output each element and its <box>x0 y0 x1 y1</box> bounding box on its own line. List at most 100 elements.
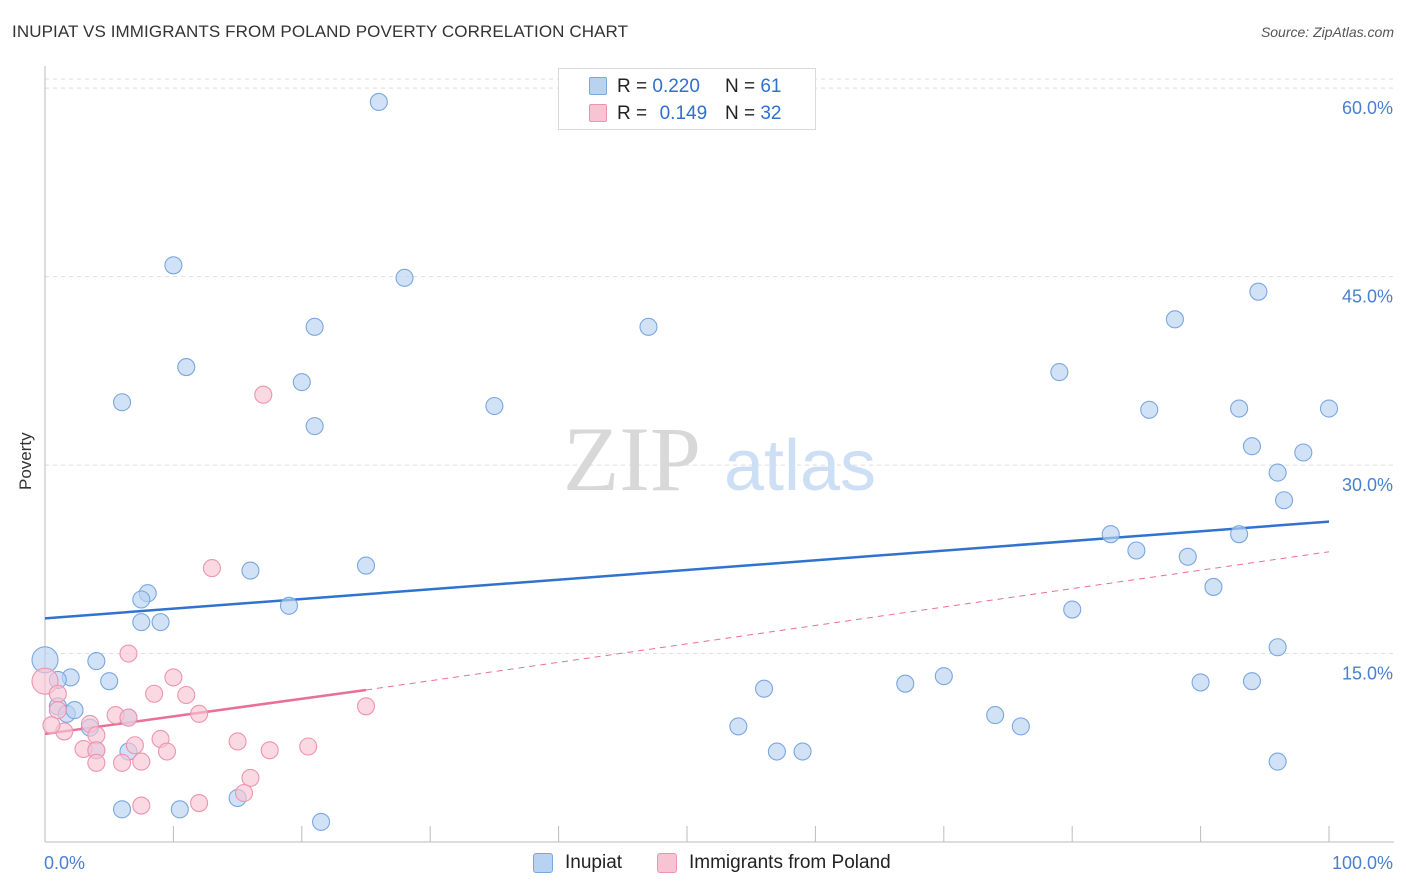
y-tick-label: 45.0% <box>1342 287 1393 307</box>
inupiat-point <box>305 317 324 336</box>
source-label: Source: ZipAtlas.com <box>1260 24 1394 40</box>
bottom-legend-label-inupiat: Inupiat <box>565 852 623 873</box>
inupiat-point <box>729 717 748 736</box>
inupiat-point <box>1242 672 1262 691</box>
inupiat-point <box>1294 443 1313 462</box>
inupiat-point <box>1230 525 1249 544</box>
y-tick-label: 15.0% <box>1342 664 1393 684</box>
inupiat-point <box>1268 463 1287 482</box>
poland-point <box>177 685 196 705</box>
bottom-legend-poland[interactable]: Immigrants from Poland <box>657 852 891 874</box>
legend-r-value: 0.220 <box>652 76 700 97</box>
poland-point <box>132 796 151 815</box>
data-points <box>31 92 1339 831</box>
inupiat-point <box>395 268 414 287</box>
inupiat-point <box>112 393 132 412</box>
inupiat-point <box>896 674 915 693</box>
x-tick-label: 100.0% <box>1332 853 1393 873</box>
y-axis-label: Poverty <box>16 432 35 490</box>
watermark-zip: ZIP <box>563 408 701 510</box>
poland-point <box>112 753 132 772</box>
poland-point <box>87 726 106 745</box>
inupiat-point <box>312 812 331 831</box>
poland-point <box>356 697 376 716</box>
legend-n-value: 61 <box>760 76 782 97</box>
legend-n-value: 32 <box>760 103 782 124</box>
inupiat-point <box>279 596 299 615</box>
bottom-legend-swatch-inupiat <box>533 853 553 873</box>
poland-point <box>190 793 209 813</box>
inupiat-trendline <box>44 520 1330 620</box>
poland-point <box>42 716 61 735</box>
inupiat-point <box>934 667 953 686</box>
legend-n-label: N = <box>724 103 756 124</box>
poland-point <box>260 741 279 760</box>
inupiat-point <box>1268 752 1287 771</box>
inupiat-point <box>164 256 183 275</box>
poland-trendline-extrapolated <box>365 551 1330 691</box>
inupiat-point <box>1191 673 1210 692</box>
poland-point <box>119 708 138 727</box>
inupiat-point <box>1319 399 1339 418</box>
inupiat-point <box>1101 525 1120 544</box>
inupiat-point <box>639 317 658 336</box>
chart-title: INUPIAT VS IMMIGRANTS FROM POLAND POVERT… <box>12 22 629 41</box>
x-tick-label: 0.0% <box>44 853 85 873</box>
y-tick-labels: 15.0% 30.0% 45.0% 60.0% <box>1342 98 1393 683</box>
poland-point <box>87 753 106 772</box>
bottom-legend: Inupiat Immigrants from Poland <box>0 852 1406 878</box>
legend-r-value: 0.149 <box>659 103 708 124</box>
y-tick-label: 30.0% <box>1342 475 1393 495</box>
inupiat-point <box>1140 400 1159 419</box>
axes <box>44 66 1394 843</box>
legend-row-poland: R = 0.149 N = 32 <box>589 102 782 126</box>
poland-point <box>145 684 164 703</box>
poland-point <box>119 644 138 663</box>
inupiat-point <box>485 396 504 416</box>
inupiat-point <box>1275 491 1294 510</box>
poland-point <box>48 684 67 703</box>
inupiat-point <box>100 672 119 691</box>
y-tick-label: 60.0% <box>1342 98 1393 118</box>
inupiat-point <box>65 701 84 720</box>
poland-point <box>228 732 247 751</box>
poland-point <box>132 752 151 771</box>
bottom-legend-inupiat[interactable]: Inupiat <box>533 852 622 874</box>
poland-point <box>299 737 318 756</box>
inupiat-point <box>1249 282 1268 301</box>
inupiat-point <box>241 561 260 580</box>
inupiat-point <box>132 590 151 609</box>
inupiat-point <box>170 800 189 819</box>
watermark: ZIP atlas <box>563 408 876 510</box>
inupiat-point <box>1165 310 1184 329</box>
poland-point <box>234 783 254 803</box>
inupiat-point <box>754 679 774 698</box>
poland-point <box>125 736 144 755</box>
inupiat-point <box>793 742 812 761</box>
legend-swatch-inupiat <box>589 77 607 95</box>
x-tick-labels: 0.0% 100.0% <box>44 853 1393 873</box>
legend-row-inupiat: R = 0.220 N = 61 <box>589 75 782 99</box>
inupiat-point <box>151 613 170 632</box>
legend-r-label: R = <box>617 103 648 124</box>
inupiat-point <box>1011 717 1030 736</box>
bottom-legend-swatch-poland <box>657 853 677 873</box>
inupiat-point <box>1063 600 1082 619</box>
inupiat-point <box>132 613 151 632</box>
bottom-legend-label-poland: Immigrants from Poland <box>689 852 891 873</box>
poland-point <box>241 768 260 787</box>
inupiat-point <box>1230 399 1249 418</box>
inupiat-point <box>305 417 324 436</box>
poland-point <box>190 704 209 723</box>
inupiat-point <box>1268 638 1287 657</box>
inupiat-point <box>1178 547 1197 566</box>
inupiat-point <box>1127 541 1146 560</box>
inupiat-point <box>986 706 1005 725</box>
legend-swatch-poland <box>589 104 607 122</box>
inupiat-point <box>1050 363 1069 382</box>
inupiat-point <box>1242 437 1262 456</box>
poland-point <box>202 559 221 578</box>
legend-r-label: R = <box>617 76 648 97</box>
inupiat-point <box>177 358 196 377</box>
inupiat-point <box>767 742 786 761</box>
